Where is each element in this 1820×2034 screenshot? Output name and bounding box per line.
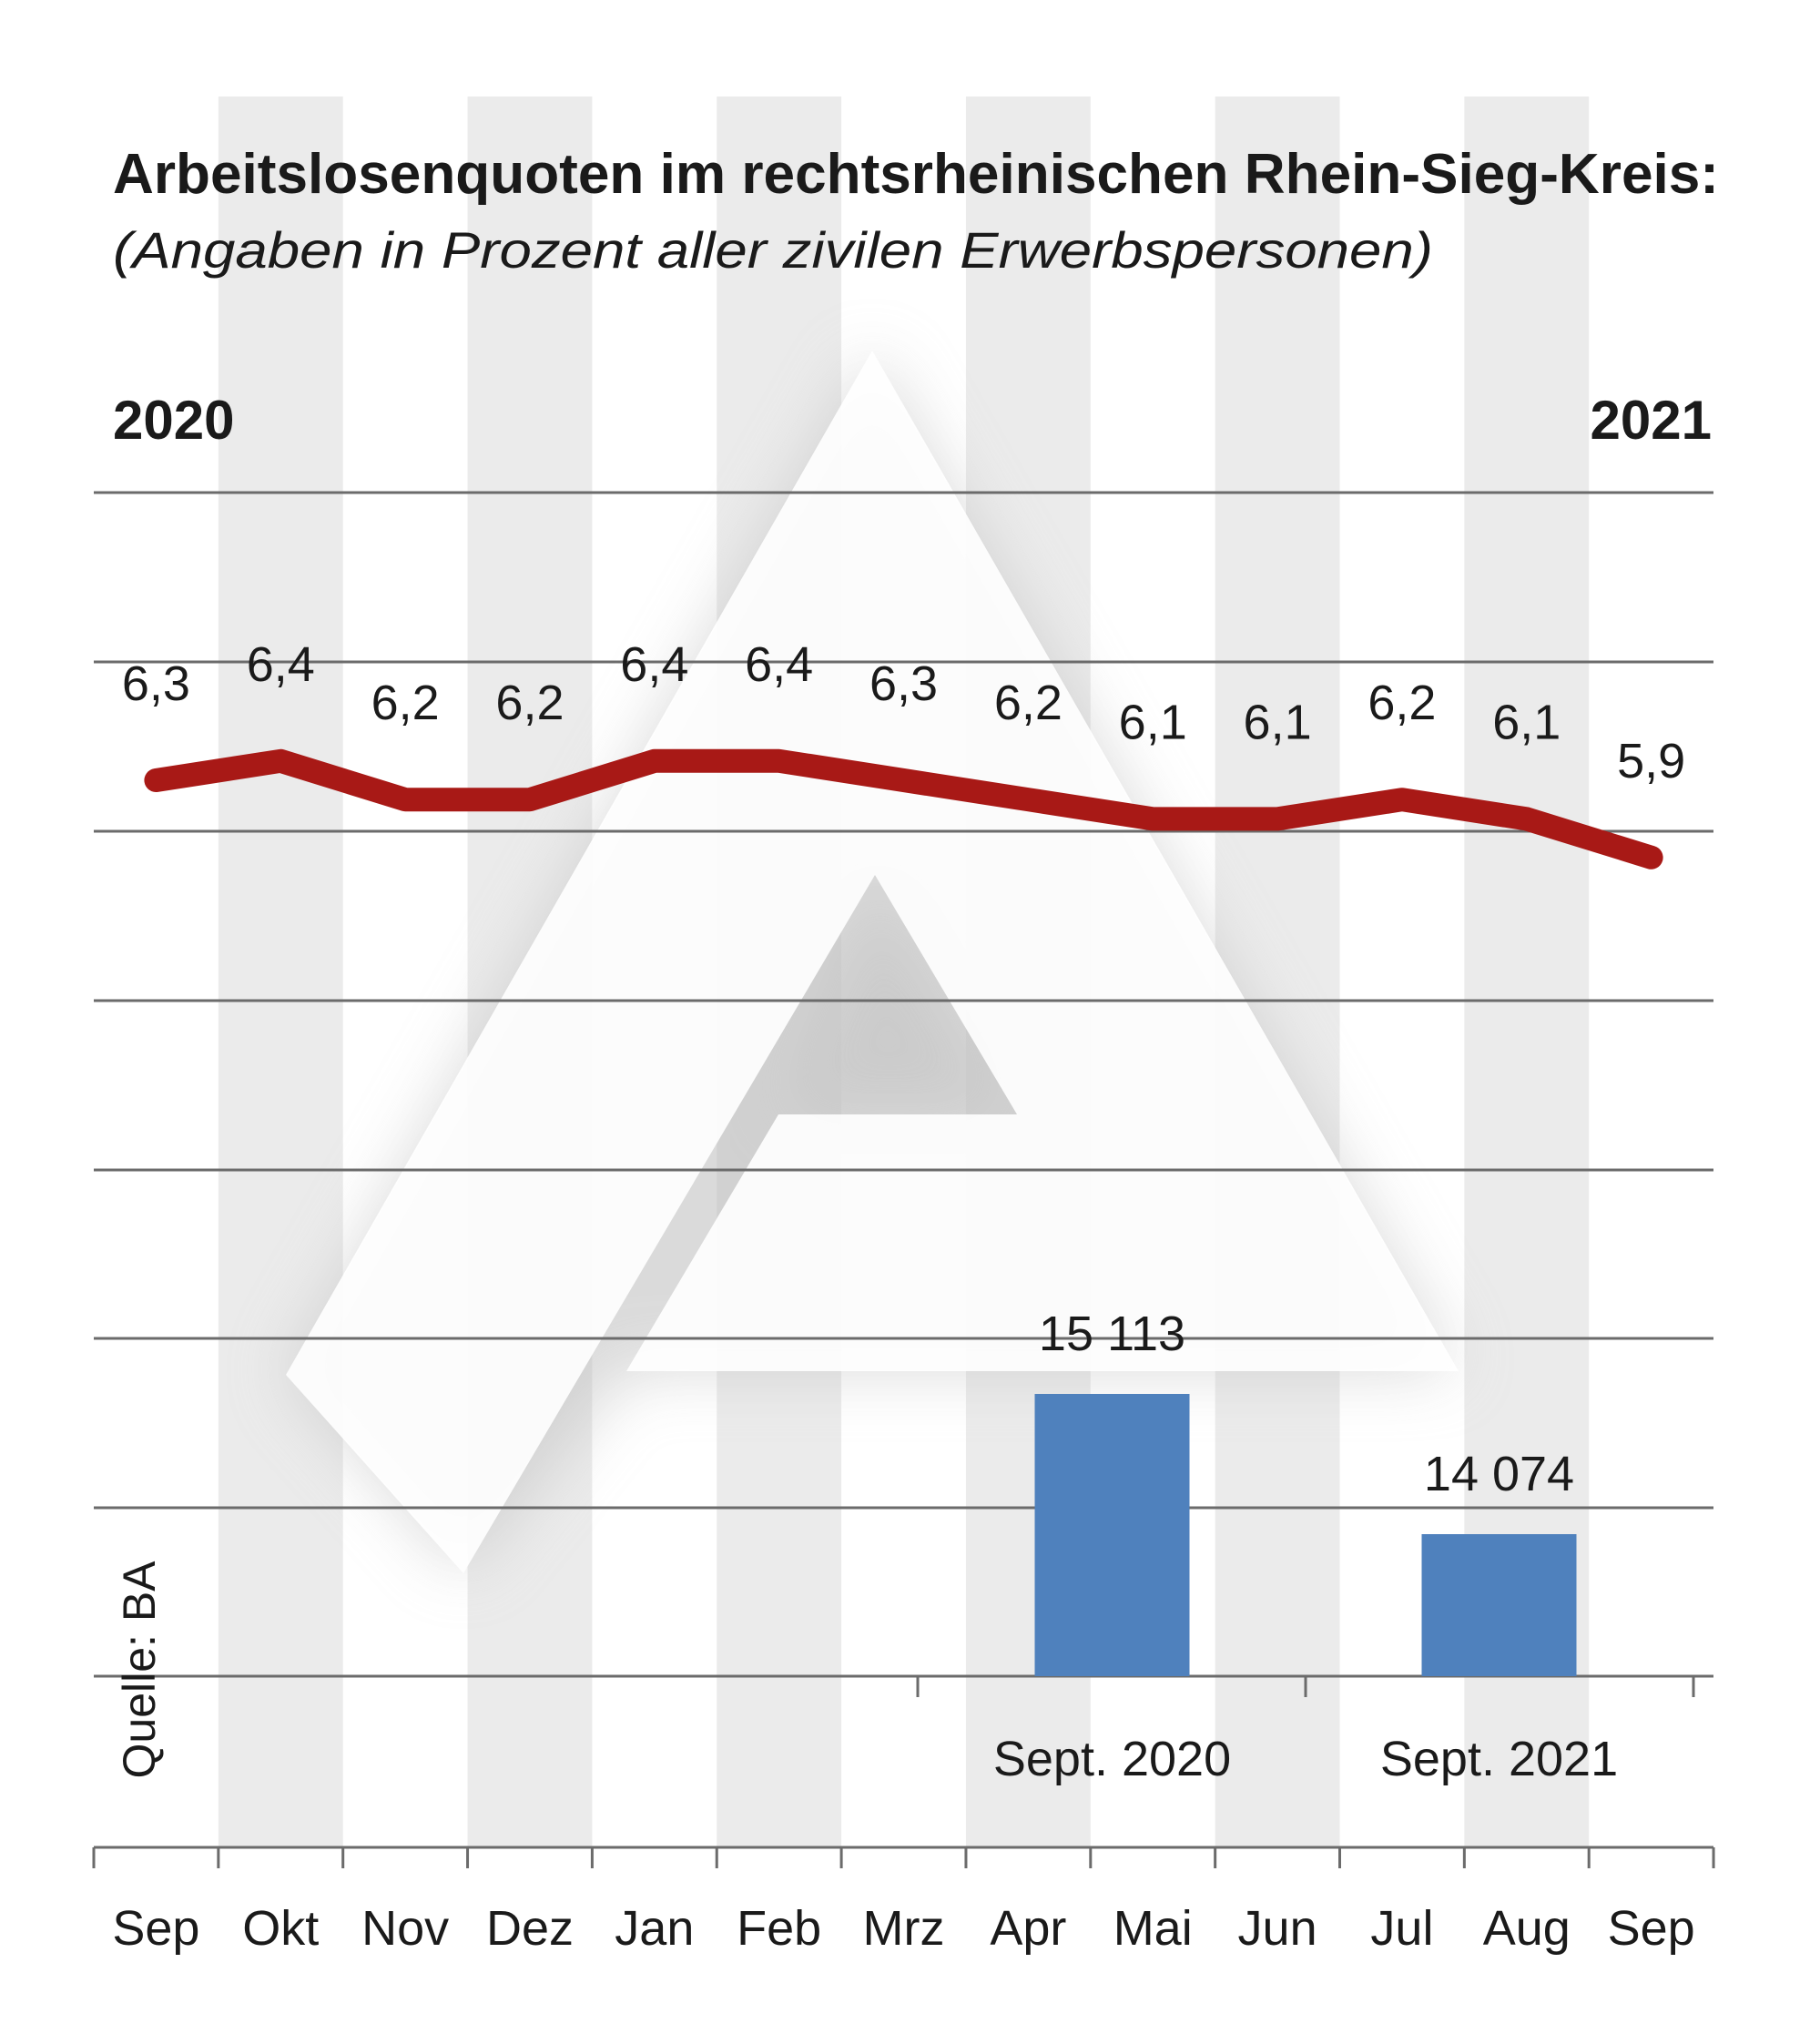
x-tick-label: Apr [990, 1901, 1066, 1956]
data-label: 6,3 [122, 656, 190, 711]
x-tick-label: Jun [1238, 1901, 1317, 1956]
x-tick-label: Jan [615, 1901, 694, 1956]
x-tick-label: Mai [1113, 1901, 1193, 1956]
x-tick-label: Aug [1483, 1901, 1571, 1956]
stripe [1215, 97, 1340, 1847]
x-tick-label: Okt [242, 1901, 319, 1956]
x-tick-label: Jul [1370, 1901, 1433, 1956]
axes: Sep Okt Nov Dez Jan Feb Mrz Apr Mai Jun Jul Aug Sep [92, 1846, 1715, 1956]
data-label: 6,1 [1244, 695, 1312, 749]
year-start-label: 2020 [113, 390, 234, 451]
data-label: 6,2 [495, 676, 564, 730]
x-tick-label: Sep [1608, 1901, 1695, 1956]
bar-category-label: Sept. 2021 [1380, 1732, 1618, 1786]
x-tick-label: Dez [486, 1901, 574, 1956]
data-label: 6,4 [247, 637, 315, 692]
data-label: 5,9 [1617, 734, 1685, 788]
data-label: 6,3 [869, 656, 938, 711]
stripe [218, 97, 343, 1847]
unemployment-rate-line [144, 748, 1663, 870]
x-tick-label: Feb [737, 1901, 821, 1956]
bar-value-label: 14 074 [1424, 1447, 1574, 1501]
data-label: 6,1 [1492, 695, 1561, 749]
data-label: 6,4 [745, 637, 813, 692]
chart-subtitle: (Angaben in Prozent aller zivilen Erwerb… [113, 221, 1433, 279]
data-label: 6,2 [371, 676, 440, 730]
bar [1421, 1534, 1577, 1676]
bar-value-label: 15 113 [1039, 1307, 1185, 1361]
x-tick-label: Nov [361, 1901, 449, 1956]
data-label: 6,2 [1368, 676, 1436, 730]
line-series: 6,3 6,4 6,2 6,2 6,4 6,4 6,3 6,2 6,1 6,1 6,2 6,1 5,9 [122, 637, 1685, 870]
x-tick-label: Sep [112, 1901, 199, 1956]
data-label: 6,1 [1119, 695, 1187, 749]
chart-title: Arbeitslosenquoten im rechtsrheinischen … [113, 143, 1719, 206]
year-end-label: 2021 [1591, 390, 1712, 451]
data-label: 6,4 [620, 637, 688, 692]
column-stripes [218, 97, 1590, 1847]
bar [1034, 1394, 1190, 1676]
source-label: Quelle: BA [114, 1561, 165, 1779]
bar-series: 15 113 Sept. 2020 14 074 Sept. 2021 [916, 1307, 1695, 1786]
gridlines [94, 491, 1713, 1678]
data-label: 6,2 [994, 676, 1063, 730]
x-tick-label: Mrz [863, 1901, 945, 1956]
bar-category-label: Sept. 2020 [993, 1732, 1231, 1786]
watermark-logo [286, 351, 1459, 1573]
